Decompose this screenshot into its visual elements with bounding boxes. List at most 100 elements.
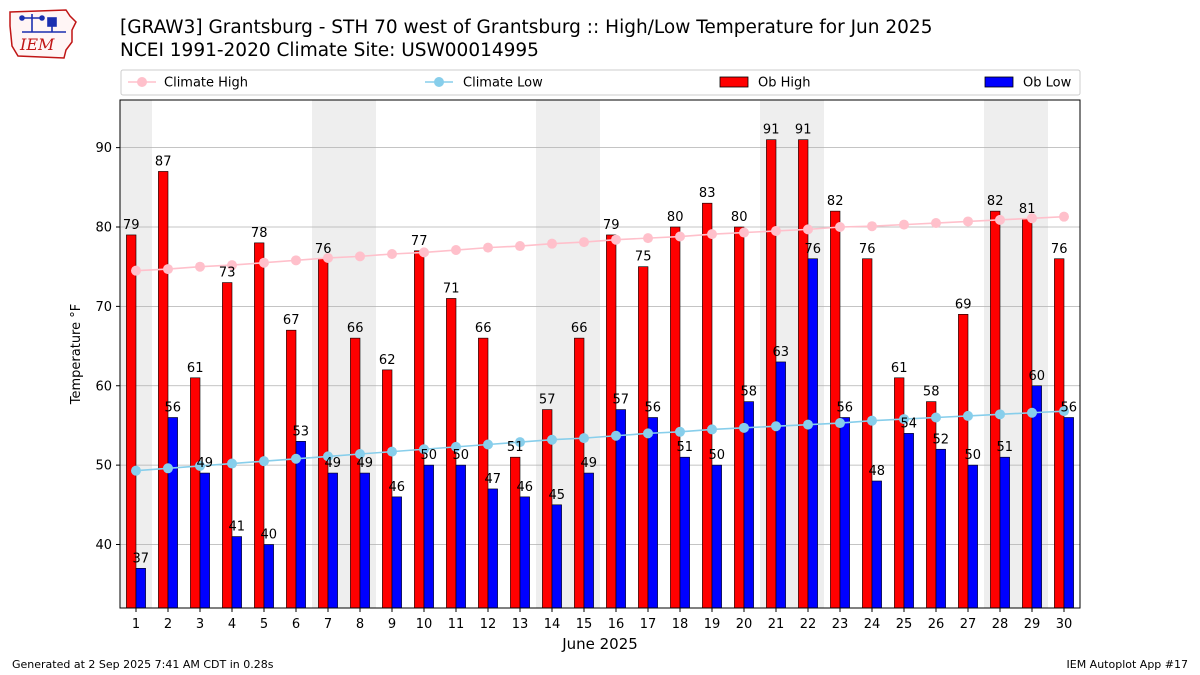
point-climate-high <box>195 261 205 272</box>
x-tick-label: 13 <box>512 617 529 632</box>
data-label-ob-low: 63 <box>773 345 790 360</box>
bar-ob-low <box>1031 385 1042 609</box>
x-tick-label: 1 <box>132 617 140 632</box>
legend-frame <box>120 69 1081 96</box>
data-label-ob-low: 41 <box>229 520 246 535</box>
point-climate-high <box>675 231 685 242</box>
x-axis-label: June 2025 <box>561 635 638 653</box>
point-climate-high <box>1059 211 1069 222</box>
point-climate-low <box>291 453 301 464</box>
x-tick-label: 23 <box>832 617 849 632</box>
data-label-ob-low: 37 <box>133 551 150 566</box>
point-climate-high <box>707 229 717 240</box>
legend-label-climate-low: Climate Low <box>463 76 543 91</box>
legend-swatch-ob-low <box>984 76 1014 88</box>
x-tick-label: 11 <box>448 617 465 632</box>
data-label-ob-low: 56 <box>165 401 182 416</box>
gridlines <box>120 147 1080 545</box>
point-climate-low <box>899 414 909 425</box>
point-climate-high <box>739 227 749 238</box>
x-tick-label: 6 <box>292 617 300 632</box>
point-climate-high <box>131 265 141 276</box>
bar-ob-low <box>135 568 146 609</box>
y-tick-label: 70 <box>95 300 112 315</box>
point-climate-high <box>995 214 1005 225</box>
data-label-ob-high: 62 <box>379 353 396 368</box>
point-climate-high <box>483 242 493 253</box>
point-climate-low <box>195 460 205 471</box>
bar-ob-high <box>862 258 873 609</box>
footer-generated-text: Generated at 2 Sep 2025 7:41 AM CDT in 0… <box>12 658 274 671</box>
data-label-ob-high: 79 <box>603 218 620 233</box>
iem-logo: IEM <box>8 6 80 60</box>
point-climate-low <box>931 412 941 423</box>
point-climate-low <box>483 439 493 450</box>
data-label-ob-low: 46 <box>517 480 534 495</box>
footer-app-text: IEM Autoplot App #17 <box>1066 658 1189 671</box>
y-tick-label: 40 <box>95 538 112 553</box>
point-climate-high <box>771 225 781 236</box>
x-tick-label: 19 <box>704 617 721 632</box>
point-climate-low <box>675 426 685 437</box>
data-label-ob-high: 51 <box>507 440 524 455</box>
data-label-ob-high: 87 <box>155 154 172 169</box>
plot-frame <box>119 99 1081 609</box>
data-label-ob-low: 50 <box>421 448 438 463</box>
point-climate-high <box>579 237 589 248</box>
point-climate-high <box>163 264 173 275</box>
data-label-ob-high: 58 <box>923 385 940 400</box>
y-tick-label: 60 <box>95 379 112 394</box>
iowa-outline-icon <box>9 9 77 59</box>
x-tick-label: 15 <box>576 617 593 632</box>
data-label-ob-high: 83 <box>699 186 716 201</box>
point-climate-high <box>1027 213 1037 224</box>
point-climate-low <box>867 415 877 426</box>
point-climate-high <box>387 248 397 259</box>
point-climate-high <box>515 241 525 252</box>
bar-ob-high <box>702 202 713 609</box>
data-label-ob-low: 60 <box>1029 369 1046 384</box>
y-axis: 40 50 60 70 80 90 <box>95 141 120 553</box>
bar-ob-high <box>766 139 777 609</box>
data-label-ob-low: 49 <box>581 456 598 471</box>
x-tick-label: 25 <box>896 617 913 632</box>
x-tick-label: 10 <box>416 617 433 632</box>
x-tick-label: 5 <box>260 617 268 632</box>
bar-ob-low <box>935 448 946 609</box>
legend-label-climate-high: Climate High <box>164 76 248 91</box>
x-tick-label: 22 <box>800 617 817 632</box>
data-label-ob-low: 48 <box>869 464 886 479</box>
line-climate-low <box>135 410 1065 472</box>
point-climate-low <box>771 421 781 432</box>
point-climate-low <box>739 422 749 433</box>
data-labels: 79 87 61 73 78 67 76 66 62 77 71 66 51 57 66 79 75 80 83 80… <box>123 123 1077 567</box>
data-label-ob-high: 76 <box>1051 242 1068 257</box>
x-tick-label: 30 <box>1056 617 1073 632</box>
bar-ob-low <box>167 417 178 609</box>
x-tick-label: 27 <box>960 617 977 632</box>
data-label-ob-high: 81 <box>1019 202 1036 217</box>
point-climate-low <box>387 446 397 457</box>
bar-ob-high <box>318 258 329 609</box>
legend-item-climate-high: Climate High <box>128 76 248 91</box>
bar-ob-high <box>158 171 169 609</box>
point-climate-high <box>867 221 877 232</box>
bar-ob-low <box>871 480 882 609</box>
point-climate-low <box>803 419 813 430</box>
data-label-ob-low: 53 <box>293 424 310 439</box>
data-label-ob-high: 78 <box>251 226 268 241</box>
bar-ob-low <box>199 472 210 609</box>
bar-ob-low <box>551 504 562 609</box>
bar-ob-low <box>583 472 594 609</box>
bar-ob-low <box>455 464 466 609</box>
data-label-ob-low: 58 <box>741 385 758 400</box>
point-climate-low <box>579 433 589 444</box>
y-tick-label: 90 <box>95 141 112 156</box>
data-label-ob-low: 50 <box>453 448 470 463</box>
data-label-ob-low: 50 <box>709 448 726 463</box>
bar-ob-low <box>775 361 786 609</box>
bar-ob-high <box>286 329 297 609</box>
point-climate-high <box>835 222 845 232</box>
weather-station-icon <box>19 14 66 33</box>
